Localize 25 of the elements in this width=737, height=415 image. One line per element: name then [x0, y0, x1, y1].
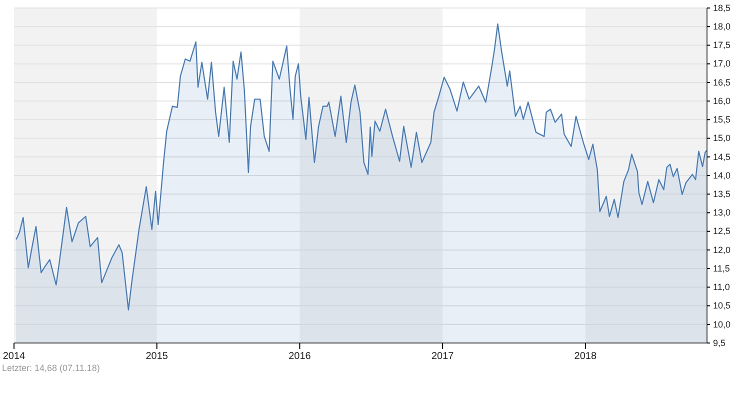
y-tick-label: 13,0 — [713, 208, 731, 218]
y-tick-label: 12,5 — [713, 226, 731, 236]
y-tick-label: 9,5 — [713, 338, 726, 348]
y-tick-label: 14,0 — [713, 170, 731, 180]
y-tick-label: 10,5 — [713, 300, 731, 311]
text: Letzter: 14,68 (07.11.18) — [2, 363, 100, 373]
y-tick-label: 17,5 — [713, 40, 731, 50]
x-tick-label: 2018 — [574, 351, 597, 362]
y-tick-label: 13,5 — [713, 188, 731, 199]
x-tick-label: 2015 — [146, 351, 168, 362]
y-tick-label: 11,5 — [713, 263, 730, 274]
y-tick-label: 15,5 — [713, 114, 731, 125]
y-tick-label: 11,0 — [713, 282, 730, 292]
y-tick-label: 16,0 — [713, 96, 731, 106]
x-tick-label: 2014 — [2, 351, 26, 362]
y-tick-label: 16,5 — [713, 77, 731, 88]
y-tick-label: 14,5 — [713, 152, 731, 162]
y-tick-label: 10,0 — [713, 319, 731, 330]
y-tick-label: 17,0 — [713, 58, 731, 69]
x-tick-label: 2016 — [288, 351, 312, 362]
y-tick-label: 15,0 — [713, 133, 731, 144]
y-tick-label: 12,0 — [713, 244, 731, 255]
x-tick-label: 2017 — [431, 351, 454, 362]
y-tick-label: 18,0 — [713, 21, 731, 32]
y-tick-label: 18,5 — [713, 2, 731, 13]
